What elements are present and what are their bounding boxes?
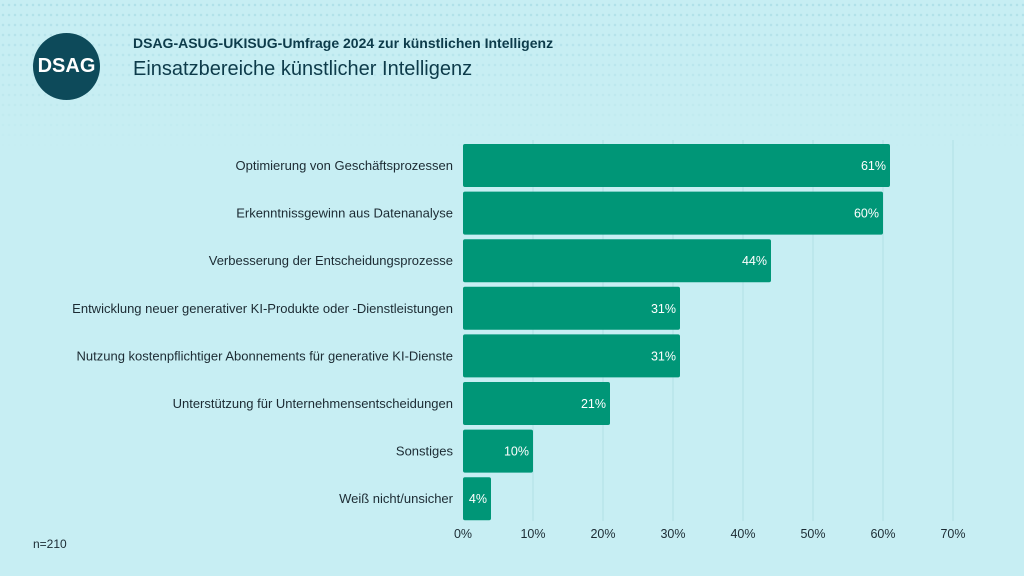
category-label: Unterstützung für Unternehmensentscheidu…	[173, 396, 453, 411]
category-label: Optimierung von Geschäftsprozessen	[236, 158, 454, 173]
x-tick-label: 10%	[520, 527, 545, 541]
x-tick-label: 20%	[590, 527, 615, 541]
category-label: Weiß nicht/unsicher	[339, 491, 454, 506]
survey-supertitle: DSAG-ASUG-UKISUG-Umfrage 2024 zur künstl…	[133, 35, 554, 51]
data-label: 21%	[581, 397, 606, 411]
category-label: Sonstiges	[396, 444, 454, 459]
x-tick-label: 0%	[454, 527, 472, 541]
x-tick-label: 40%	[730, 527, 755, 541]
bar	[463, 382, 610, 425]
bar	[463, 144, 890, 187]
category-label: Nutzung kostenpflichtiger Abonnements fü…	[77, 348, 454, 363]
bar	[463, 286, 680, 330]
x-tick-label: 70%	[940, 527, 965, 541]
data-label: 31%	[651, 349, 676, 363]
bar	[463, 477, 491, 521]
x-tick-label: 50%	[800, 527, 825, 541]
data-label: 61%	[861, 159, 886, 173]
data-label: 60%	[854, 207, 879, 221]
x-tick-label: 60%	[870, 527, 895, 541]
binary-background-pattern	[0, 0, 1024, 150]
data-label: 44%	[742, 254, 767, 268]
sample-size-note: n=210	[33, 537, 67, 551]
bar	[463, 191, 883, 235]
chart-title: Einsatzbereiche künstlicher Intelligenz	[133, 58, 473, 80]
data-label: 10%	[504, 445, 529, 459]
category-label: Entwicklung neuer generativer KI-Produkt…	[72, 301, 453, 316]
data-label: 4%	[469, 492, 487, 506]
bar	[463, 334, 680, 378]
x-tick-label: 30%	[660, 527, 685, 541]
dsag-logo: DSAG	[33, 33, 100, 100]
category-label: Verbesserung der Entscheidungsprozesse	[209, 253, 453, 268]
bar	[463, 239, 771, 283]
category-label: Erkenntnissgewinn aus Datenanalyse	[236, 206, 453, 221]
data-label: 31%	[651, 302, 676, 316]
bar	[463, 429, 533, 473]
